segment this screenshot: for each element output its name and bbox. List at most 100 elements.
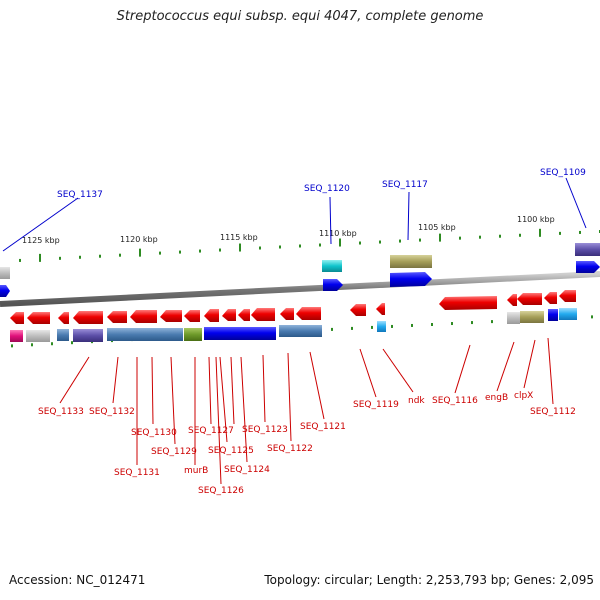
leader-line: [329, 196, 332, 245]
scale-tick: [499, 234, 501, 238]
gene-label[interactable]: SEQ_1125: [208, 446, 254, 456]
leader-line: [170, 356, 176, 445]
scale-tick: [579, 230, 581, 234]
gene-feature[interactable]: [73, 311, 103, 324]
gene-label[interactable]: SEQ_1119: [353, 400, 399, 410]
scale-tick: [459, 236, 461, 240]
gene-feature[interactable]: [548, 309, 558, 321]
scale-tick: [491, 320, 493, 324]
gene-feature[interactable]: [222, 309, 236, 321]
gene-feature[interactable]: [390, 272, 432, 287]
gene-label[interactable]: SEQ_1112: [530, 407, 576, 417]
gene-feature[interactable]: [27, 312, 50, 324]
scale-tick: [591, 315, 593, 319]
scale-tick: [451, 322, 453, 326]
gene-feature[interactable]: [439, 296, 497, 310]
gene-label[interactable]: SEQ_1116: [432, 396, 478, 406]
bottom-leader-lines: [59, 337, 554, 485]
scale-label: 1120 kbp: [120, 235, 158, 244]
scale-tick: [559, 231, 561, 235]
reverse-strand: [10, 290, 577, 342]
gene-label[interactable]: SEQ_1122: [267, 444, 313, 454]
scale-tick: [179, 250, 181, 254]
scale-tick: [319, 243, 321, 247]
leader-line: [262, 354, 266, 423]
gene-feature[interactable]: [507, 312, 520, 324]
scale-label: 1125 kbp: [22, 236, 60, 245]
gene-label[interactable]: SEQ_1126: [198, 486, 244, 496]
gene-label[interactable]: SEQ_1121: [300, 422, 346, 432]
gene-feature[interactable]: [26, 330, 50, 342]
gene-label[interactable]: murB: [184, 466, 208, 476]
gene-label[interactable]: SEQ_1123: [242, 425, 288, 435]
scale-label: 1105 kbp: [418, 223, 456, 232]
scale-tick: [139, 248, 141, 257]
gene-label[interactable]: SEQ_1132: [89, 407, 135, 417]
gene-feature[interactable]: [323, 279, 343, 291]
leader-line: [208, 356, 212, 425]
gene-feature[interactable]: [559, 308, 577, 320]
gene-label[interactable]: SEQ_1117: [382, 180, 428, 190]
gene-label[interactable]: SEQ_1130: [131, 428, 177, 438]
gene-label[interactable]: SEQ_1109: [540, 168, 586, 178]
leader-line: [496, 341, 515, 392]
gene-feature[interactable]: [160, 310, 182, 322]
gene-label[interactable]: engB: [485, 393, 508, 403]
gene-label[interactable]: SEQ_1133: [38, 407, 84, 417]
gene-feature[interactable]: [322, 260, 342, 272]
gene-feature[interactable]: [507, 294, 517, 306]
gene-label[interactable]: SEQ_1127: [188, 426, 234, 436]
gene-label[interactable]: clpX: [514, 391, 533, 401]
leader-line: [547, 337, 554, 405]
gene-feature[interactable]: [58, 312, 69, 324]
gene-label[interactable]: ndk: [408, 396, 425, 406]
gene-feature[interactable]: [238, 309, 250, 321]
top-labels: SEQ_1137 SEQ_1120 SEQ_1117 SEQ_1109: [57, 168, 586, 200]
accession-text: Accession: NC_012471: [9, 573, 146, 587]
gene-feature[interactable]: [204, 327, 276, 340]
gene-feature[interactable]: [0, 285, 10, 297]
gene-feature[interactable]: [10, 330, 23, 342]
gene-feature[interactable]: [57, 329, 69, 341]
gene-feature[interactable]: [575, 243, 600, 256]
gene-label[interactable]: SEQ_1124: [224, 465, 270, 475]
gene-feature[interactable]: [377, 321, 386, 332]
gene-feature[interactable]: [520, 311, 544, 323]
scale-tick: [119, 253, 121, 257]
genome-backbone: [0, 271, 600, 307]
gene-feature[interactable]: [296, 307, 321, 320]
gene-label[interactable]: SEQ_1120: [304, 184, 350, 194]
gene-feature[interactable]: [184, 310, 200, 322]
gene-feature[interactable]: [544, 292, 557, 304]
gene-feature[interactable]: [280, 308, 294, 320]
gene-label[interactable]: SEQ_1131: [114, 468, 160, 478]
gene-feature[interactable]: [184, 328, 202, 341]
gene-label[interactable]: SEQ_1137: [57, 190, 103, 200]
scale-tick: [259, 246, 261, 250]
gene-feature[interactable]: [279, 325, 322, 337]
scale-tick: [159, 251, 161, 255]
gene-feature[interactable]: [204, 309, 219, 322]
leader-line: [309, 351, 325, 420]
gene-feature[interactable]: [107, 311, 127, 323]
gene-feature[interactable]: [107, 328, 183, 341]
gene-feature[interactable]: [130, 310, 157, 323]
gene-label[interactable]: SEQ_1129: [151, 447, 197, 457]
gene-feature[interactable]: [251, 308, 275, 321]
gene-feature[interactable]: [350, 304, 366, 316]
scale-tick: [439, 233, 441, 242]
gene-feature[interactable]: [517, 293, 542, 305]
leader-line: [112, 356, 119, 404]
gene-feature[interactable]: [390, 255, 432, 268]
gene-feature[interactable]: [0, 267, 10, 279]
outer-ticks: [19, 228, 600, 262]
gene-feature[interactable]: [559, 290, 576, 302]
scale-tick: [351, 326, 353, 330]
gene-feature[interactable]: [576, 261, 600, 273]
gene-feature[interactable]: [73, 329, 103, 342]
scale-tick: [539, 228, 541, 237]
scale-tick: [39, 253, 41, 262]
gene-feature[interactable]: [10, 312, 24, 324]
gene-feature[interactable]: [376, 303, 385, 315]
